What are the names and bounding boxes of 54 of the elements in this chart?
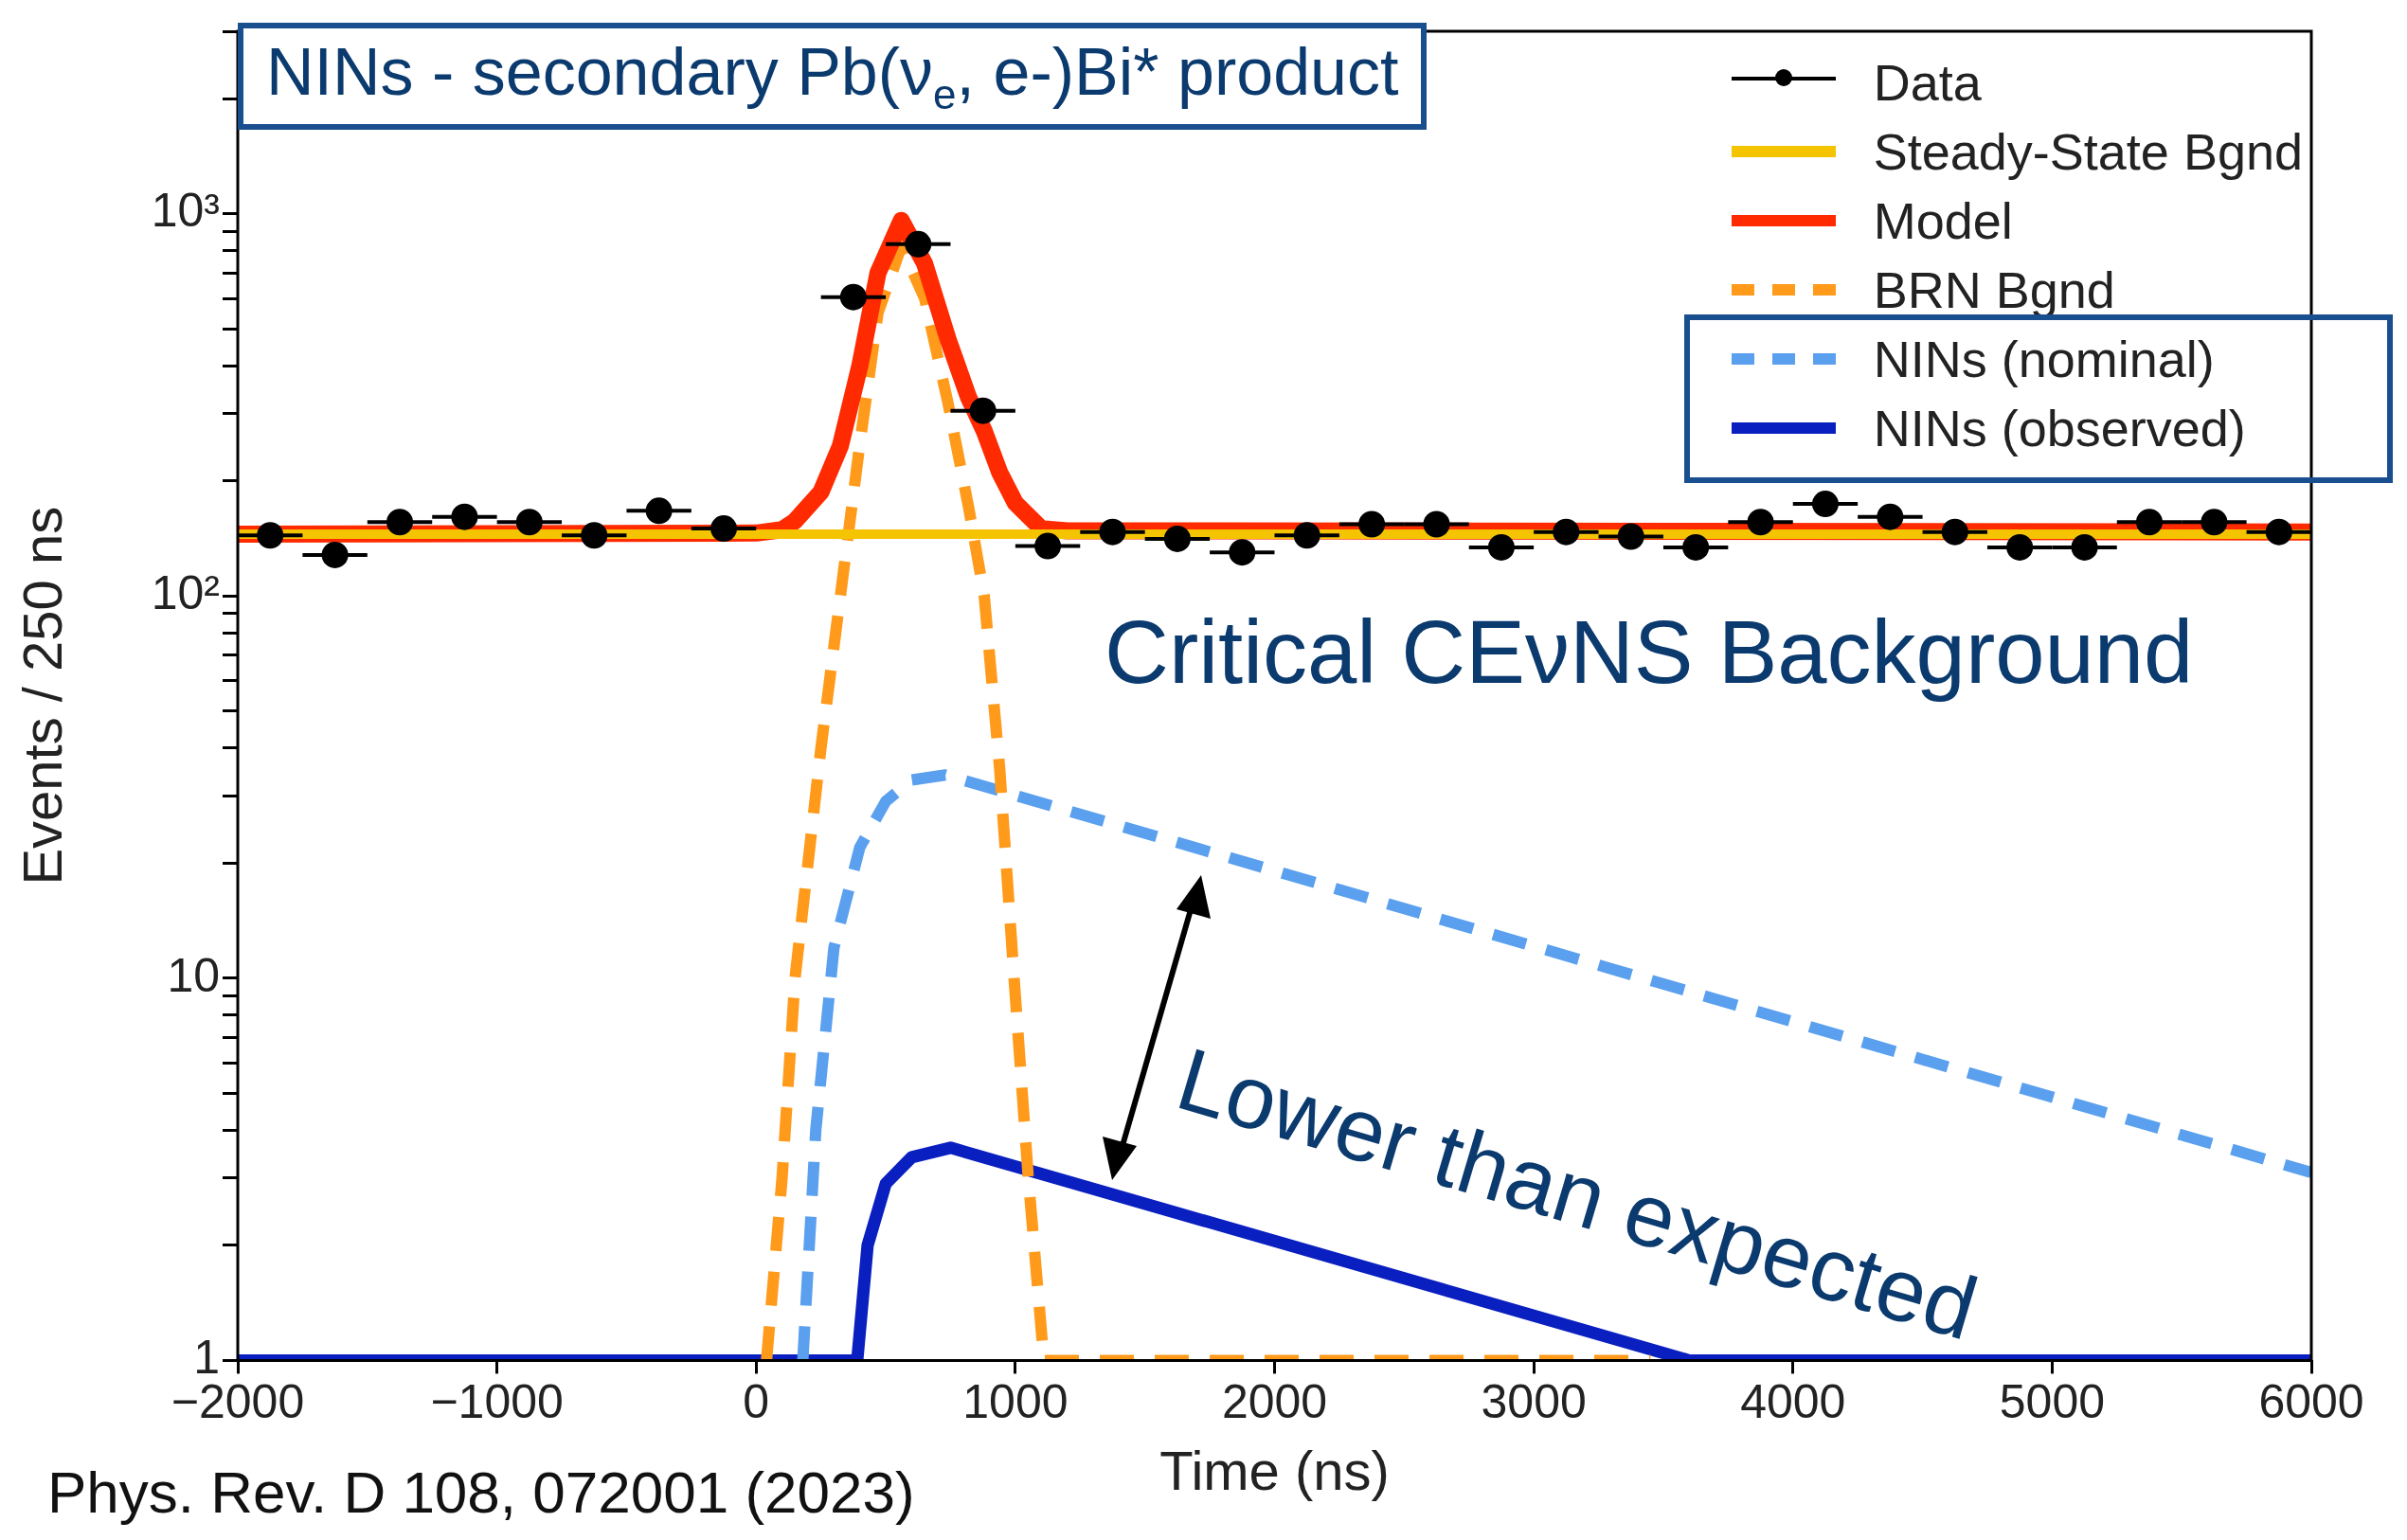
text: Phys. Rev. D 108, 072001 (2023) bbox=[47, 1459, 915, 1526]
point bbox=[969, 397, 997, 424]
point bbox=[581, 522, 608, 549]
point bbox=[1747, 509, 1774, 536]
legend-label: NINs (observed) bbox=[1873, 398, 2246, 457]
x-tick-label: 6000 bbox=[2258, 1375, 2364, 1429]
y-axis-title: Events / 250 ns bbox=[10, 506, 73, 886]
point bbox=[2006, 533, 2034, 561]
point bbox=[1877, 503, 1904, 530]
legend-label: Model bbox=[1873, 190, 2013, 250]
x-tick-label: 2000 bbox=[1221, 1375, 1328, 1429]
point bbox=[1034, 532, 1062, 560]
point bbox=[839, 283, 867, 311]
point bbox=[1293, 522, 1320, 549]
x-axis-title: Time (ns) bbox=[1159, 1440, 1390, 1502]
point bbox=[2071, 533, 2098, 561]
y-tick-label: 10² bbox=[151, 565, 220, 619]
x-tick-label: −1000 bbox=[430, 1375, 564, 1429]
point bbox=[1617, 523, 1644, 550]
x-tick-label: 4000 bbox=[1740, 1375, 1846, 1429]
point bbox=[321, 541, 349, 568]
annotation: Critical CEνNS Background bbox=[1105, 601, 2194, 704]
point bbox=[1358, 510, 1386, 538]
legend-label: BRN Bgnd bbox=[1873, 260, 2115, 319]
annotation: Lower than expected bbox=[1166, 1028, 1988, 1361]
point bbox=[1229, 539, 1256, 566]
legend-label: Steady-State Bgnd bbox=[1873, 121, 2303, 181]
x-tick-label: 1000 bbox=[962, 1375, 1069, 1429]
point bbox=[2265, 518, 2292, 546]
x-tick-label: 0 bbox=[743, 1375, 770, 1429]
point bbox=[386, 509, 414, 536]
point bbox=[257, 522, 284, 549]
point bbox=[451, 503, 478, 530]
x-tick-label: 5000 bbox=[1999, 1375, 2105, 1429]
point bbox=[905, 230, 932, 258]
point bbox=[1163, 525, 1191, 552]
point bbox=[1811, 491, 1839, 518]
point bbox=[1423, 510, 1450, 538]
y-tick-label: 10 bbox=[167, 948, 220, 1002]
legend-label: Data bbox=[1873, 52, 1982, 112]
point bbox=[1941, 518, 1968, 546]
y-tick-label: 10³ bbox=[151, 184, 220, 238]
x-tick-label: 3000 bbox=[1481, 1375, 1587, 1429]
legend-label: NINs (nominal) bbox=[1873, 329, 2215, 388]
point bbox=[2135, 509, 2163, 536]
point bbox=[1099, 518, 1126, 546]
point bbox=[1487, 533, 1515, 561]
point bbox=[2200, 509, 2228, 536]
point bbox=[515, 509, 543, 536]
point bbox=[1553, 518, 1580, 546]
point bbox=[710, 515, 738, 543]
point bbox=[1682, 533, 1710, 561]
point bbox=[645, 497, 673, 525]
chart-title: NINs - secondary Pb(ν$_{e}$, e-)Bi* product bbox=[238, 23, 1428, 130]
